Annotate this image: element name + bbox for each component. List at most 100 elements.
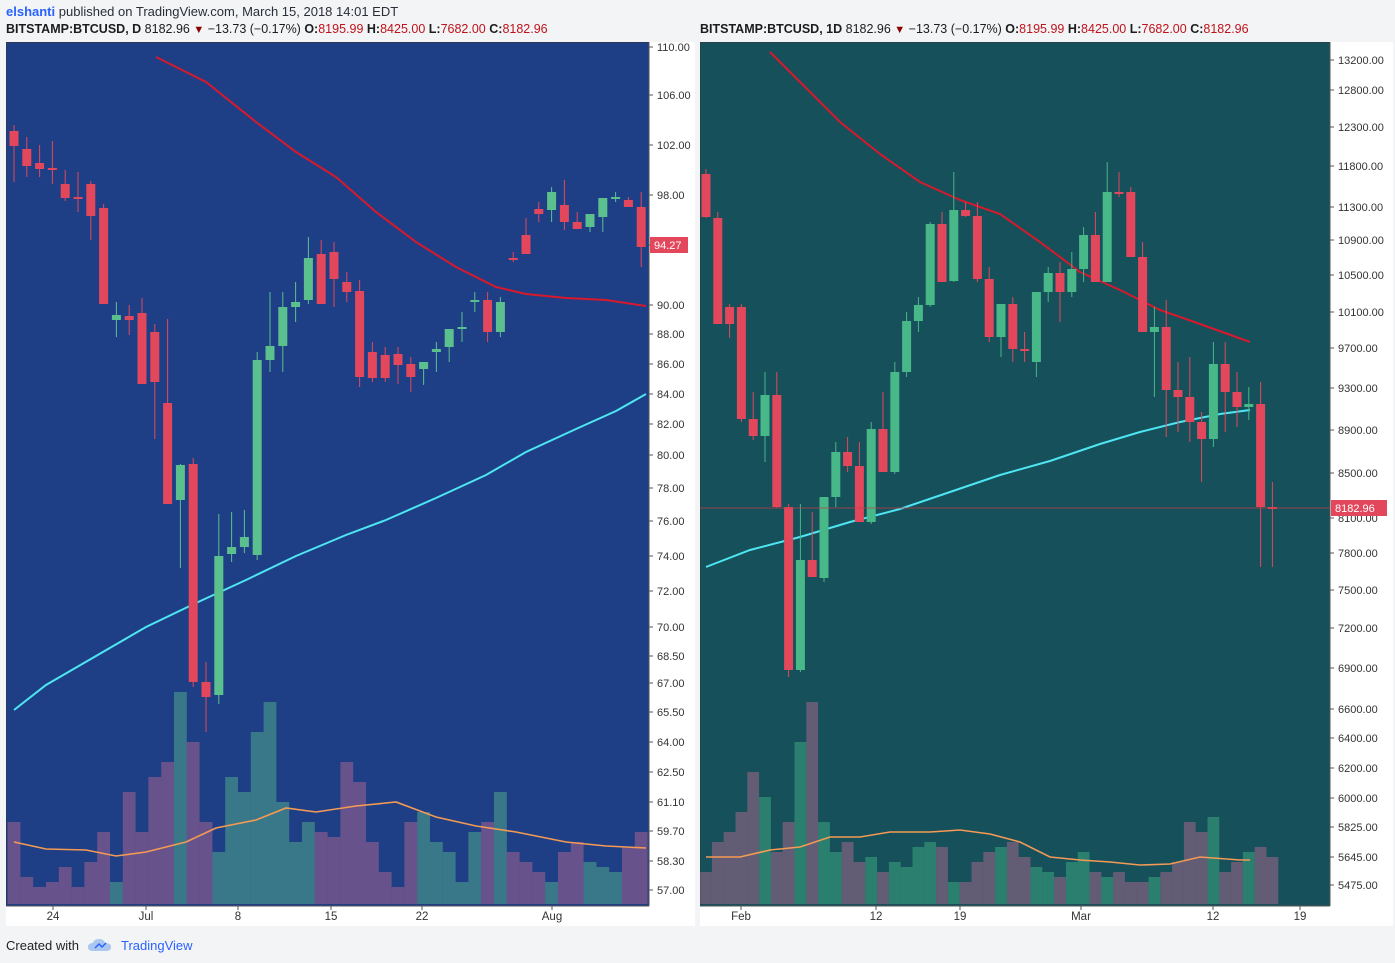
time-axis-background (6, 906, 695, 926)
volume-bar (46, 882, 59, 904)
right-chart-pane[interactable]: 13200.00 12800.00 12300.00 11800.00 11300.00… (700, 42, 1393, 926)
volume-bar (1183, 822, 1196, 904)
y-tick-label: 5475.00 (1338, 880, 1378, 892)
volume-bar (770, 852, 783, 904)
candle (35, 145, 45, 177)
last-price: 8182.96 (144, 22, 190, 36)
x-tick-label: Mar (1071, 911, 1091, 923)
volume-bar (1148, 877, 1161, 904)
candle-body (1055, 273, 1065, 292)
candle-body (188, 464, 198, 682)
symbol-label[interactable]: BITSTAMP:BTCUSD, D (6, 22, 142, 36)
author-username[interactable]: elshanti (6, 4, 56, 19)
candle-body (508, 258, 518, 260)
x-tick-label: Feb (731, 911, 751, 923)
candle (124, 305, 134, 335)
candle (1220, 342, 1230, 432)
last-price: 8182.96 (845, 22, 891, 36)
volume-bar (1042, 872, 1055, 904)
volume-bar (888, 862, 901, 904)
volume-bar (1054, 877, 1066, 904)
candle-body (760, 395, 770, 436)
candle (111, 302, 121, 337)
left-candlestick-chart[interactable]: 110.00106.00102.0098.0094.0090.0088.0086… (6, 42, 695, 926)
volume-bar (302, 822, 315, 904)
y-tick-label: 61.10 (657, 797, 685, 809)
volume-bar (1113, 872, 1125, 904)
candle-body (1067, 269, 1077, 292)
y-tick-label: 62.50 (657, 767, 685, 779)
candle-body (1256, 404, 1266, 507)
right-candlestick-chart[interactable]: 13200.00 12800.00 12300.00 11800.00 11300.00… (700, 42, 1393, 926)
x-tick-label: 19 (1294, 911, 1307, 923)
candle (1138, 242, 1148, 332)
candle (163, 319, 173, 504)
time-axis-background (700, 906, 1393, 926)
candle (713, 212, 723, 324)
volume-bar (161, 762, 174, 904)
candle (1126, 187, 1136, 257)
candle-body (623, 200, 633, 207)
candle-body (99, 208, 109, 304)
candle-body (854, 466, 864, 522)
candle (913, 297, 923, 332)
y-tick-label: 57.00 (657, 885, 685, 897)
candle-body (86, 184, 96, 216)
x-tick-label: 8 (235, 911, 241, 923)
low-value: 7682.00 (1141, 22, 1187, 36)
open-value: 8195.99 (1019, 22, 1065, 36)
candle (984, 267, 994, 342)
low-label: L: (428, 22, 441, 36)
candle-body (367, 352, 377, 378)
candle-body (925, 224, 935, 305)
candle-body (9, 131, 19, 146)
plot-background (700, 42, 1331, 907)
high-value: 8425.00 (380, 22, 426, 36)
candle (1185, 357, 1195, 442)
close-value: 8182.96 (502, 22, 548, 36)
candle-body (831, 452, 841, 497)
volume-bar (583, 862, 597, 904)
volume-moving-average-line (13, 801, 647, 857)
symbol-label[interactable]: BITSTAMP:BTCUSD, 1D (700, 22, 843, 36)
tradingview-brand-link[interactable]: TradingView (120, 937, 193, 953)
volume-bar (1136, 882, 1149, 904)
volume-bar (1089, 872, 1102, 904)
candle (760, 372, 770, 462)
candle (736, 304, 746, 422)
candle (316, 240, 326, 304)
candle (572, 212, 582, 229)
candle (972, 202, 982, 282)
candle (1079, 227, 1089, 282)
candle-body (701, 174, 711, 217)
candle-body (713, 218, 723, 324)
candle (1232, 372, 1242, 427)
volume-bar (84, 862, 98, 904)
candle-body (393, 354, 403, 365)
candle (1090, 212, 1100, 282)
volume-bar (747, 772, 760, 904)
footer: Created with TradingView (6, 937, 193, 953)
candle (831, 442, 841, 507)
candle-body (1126, 192, 1136, 257)
candle (239, 510, 249, 553)
candle (470, 292, 480, 312)
y-tick-label: 6200.00 (1338, 763, 1378, 775)
volume-bar (959, 882, 972, 904)
left-chart-pane[interactable]: 110.00106.00102.0098.0094.0090.0088.0086… (6, 42, 695, 926)
candle-body (419, 362, 429, 369)
volume-bar (481, 822, 494, 904)
candle-body (163, 403, 173, 504)
volume-bar (7, 822, 21, 904)
candle (902, 312, 912, 377)
candle-body (996, 304, 1006, 337)
volume-bar (1195, 832, 1208, 904)
y-tick-label: 72.00 (657, 586, 685, 598)
candle (1008, 297, 1018, 362)
y-tick-label: 5825.00 (1338, 822, 1378, 834)
y-tick-label: 10100.00 (1338, 307, 1384, 319)
candle-body (819, 497, 829, 578)
y-tick-label: 76.00 (657, 516, 685, 528)
candle (611, 192, 621, 202)
candle-body (457, 327, 467, 329)
